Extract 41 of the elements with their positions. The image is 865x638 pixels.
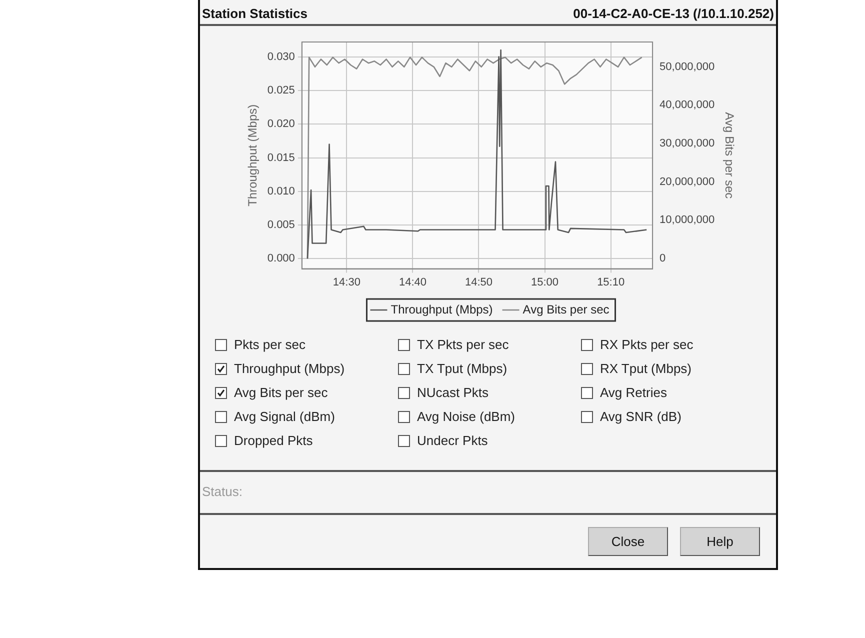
text: Avg SNR (dB) (599, 409, 682, 424)
button: Help (680, 527, 760, 556)
y-tick-label: 0.000 (267, 252, 295, 265)
legend-label: Throughput (Mbps) (390, 302, 493, 316)
text: Undecr Pkts (416, 433, 489, 448)
text: Avg Bits per sec (233, 385, 329, 400)
y-tick-label: 0.005 (267, 219, 295, 232)
x-tick-label: 14:50 (464, 276, 493, 288)
text: RX Pkts per sec (599, 337, 694, 352)
chart-title: Station Statistics (202, 6, 308, 21)
y-axis-title: Throughput (Mbps) (246, 104, 260, 206)
y2-tick-label: 50,000,000 (660, 60, 715, 73)
button: Close (588, 527, 668, 556)
y2-tick-label: 30,000,000 (660, 138, 715, 150)
y2-axis-title: Avg Bits per sec (722, 112, 736, 199)
text: Avg Signal (dBm) (233, 409, 336, 424)
x-tick-label: 14:40 (398, 276, 427, 288)
x-tick-label: 15:10 (597, 276, 625, 288)
legend-label: Avg Bits per sec (522, 302, 610, 316)
text: NUcast Pkts (416, 385, 490, 400)
y-tick-label: 0.020 (267, 118, 295, 130)
text: RX Tput (Mbps) (599, 361, 693, 376)
text: Dropped Pkts (233, 433, 314, 448)
text: Avg Noise (dBm) (416, 409, 516, 424)
x-tick-label: 14:30 (332, 276, 360, 288)
text: Avg Retries (599, 385, 668, 400)
text: Status: (202, 484, 242, 499)
y-tick-label: 0.030 (267, 50, 295, 63)
text: Pkts per sec (233, 337, 307, 352)
text: TX Tput (Mbps) (416, 361, 508, 376)
y-tick-label: 0.015 (267, 152, 295, 164)
y2-tick-label: 20,000,000 (660, 176, 715, 188)
y-tick-label: 0.010 (267, 185, 295, 198)
y2-tick-label: 10,000,000 (660, 214, 715, 226)
y2-tick-label: 0 (660, 252, 666, 264)
y2-tick-label: 40,000,000 (660, 99, 715, 112)
x-tick-label: 15:00 (531, 276, 559, 288)
y-tick-label: 0.025 (267, 84, 295, 96)
text: Throughput (Mbps) (233, 361, 346, 376)
text: TX Pkts per sec (416, 337, 510, 352)
chart-subtitle: 00-14-C2-A0-CE-13 (/10.1.10.252) (573, 6, 774, 21)
